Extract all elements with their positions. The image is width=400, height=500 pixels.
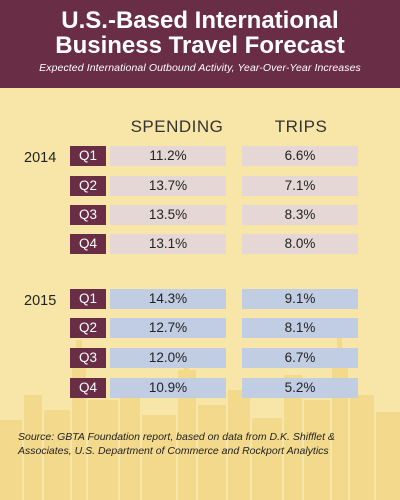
column-header-trips: TRIPS [274,117,328,136]
quarter-label: Q4 [70,378,106,398]
trips-cell: 8.3% [242,205,358,225]
spending-cell: 13.5% [110,205,226,225]
quarter-label: Q2 [70,318,106,338]
page-title: U.S.-Based International Business Travel… [0,0,400,58]
title-line-1: U.S.-Based International [61,7,339,34]
quarter-label: Q3 [70,348,106,368]
source-note: Source: GBTA Foundation report, based on… [18,431,335,457]
trips-cell: 5.2% [242,378,358,398]
quarter-label: Q2 [70,176,106,196]
spending-cell: 14.3% [110,289,226,309]
spending-cell: 11.2% [110,146,226,166]
trips-cell: 7.1% [242,176,358,196]
header-banner: U.S.-Based International Business Travel… [0,0,400,88]
trips-cell: 9.1% [242,289,358,309]
trips-cell: 8.1% [242,318,358,338]
quarter-label: Q4 [70,234,106,254]
year-label-2014: 2014 [24,150,57,166]
quarter-label: Q3 [70,205,106,225]
city-skyline-illustration [0,335,400,500]
title-line-2: Business Travel Forecast [55,32,345,59]
trips-cell: 6.7% [242,348,358,368]
column-header-spending: SPENDING [130,117,224,136]
spending-cell: 12.0% [110,348,226,368]
spending-cell: 13.7% [110,176,226,196]
trips-cell: 6.6% [242,146,358,166]
spending-cell: 13.1% [110,234,226,254]
quarter-label: Q1 [70,289,106,309]
trips-cell: 8.0% [242,234,358,254]
year-label-2015: 2015 [24,293,57,309]
spending-cell: 12.7% [110,318,226,338]
page-subtitle: Expected International Outbound Activity… [39,62,361,74]
quarter-label: Q1 [70,146,106,166]
spending-cell: 10.9% [110,378,226,398]
